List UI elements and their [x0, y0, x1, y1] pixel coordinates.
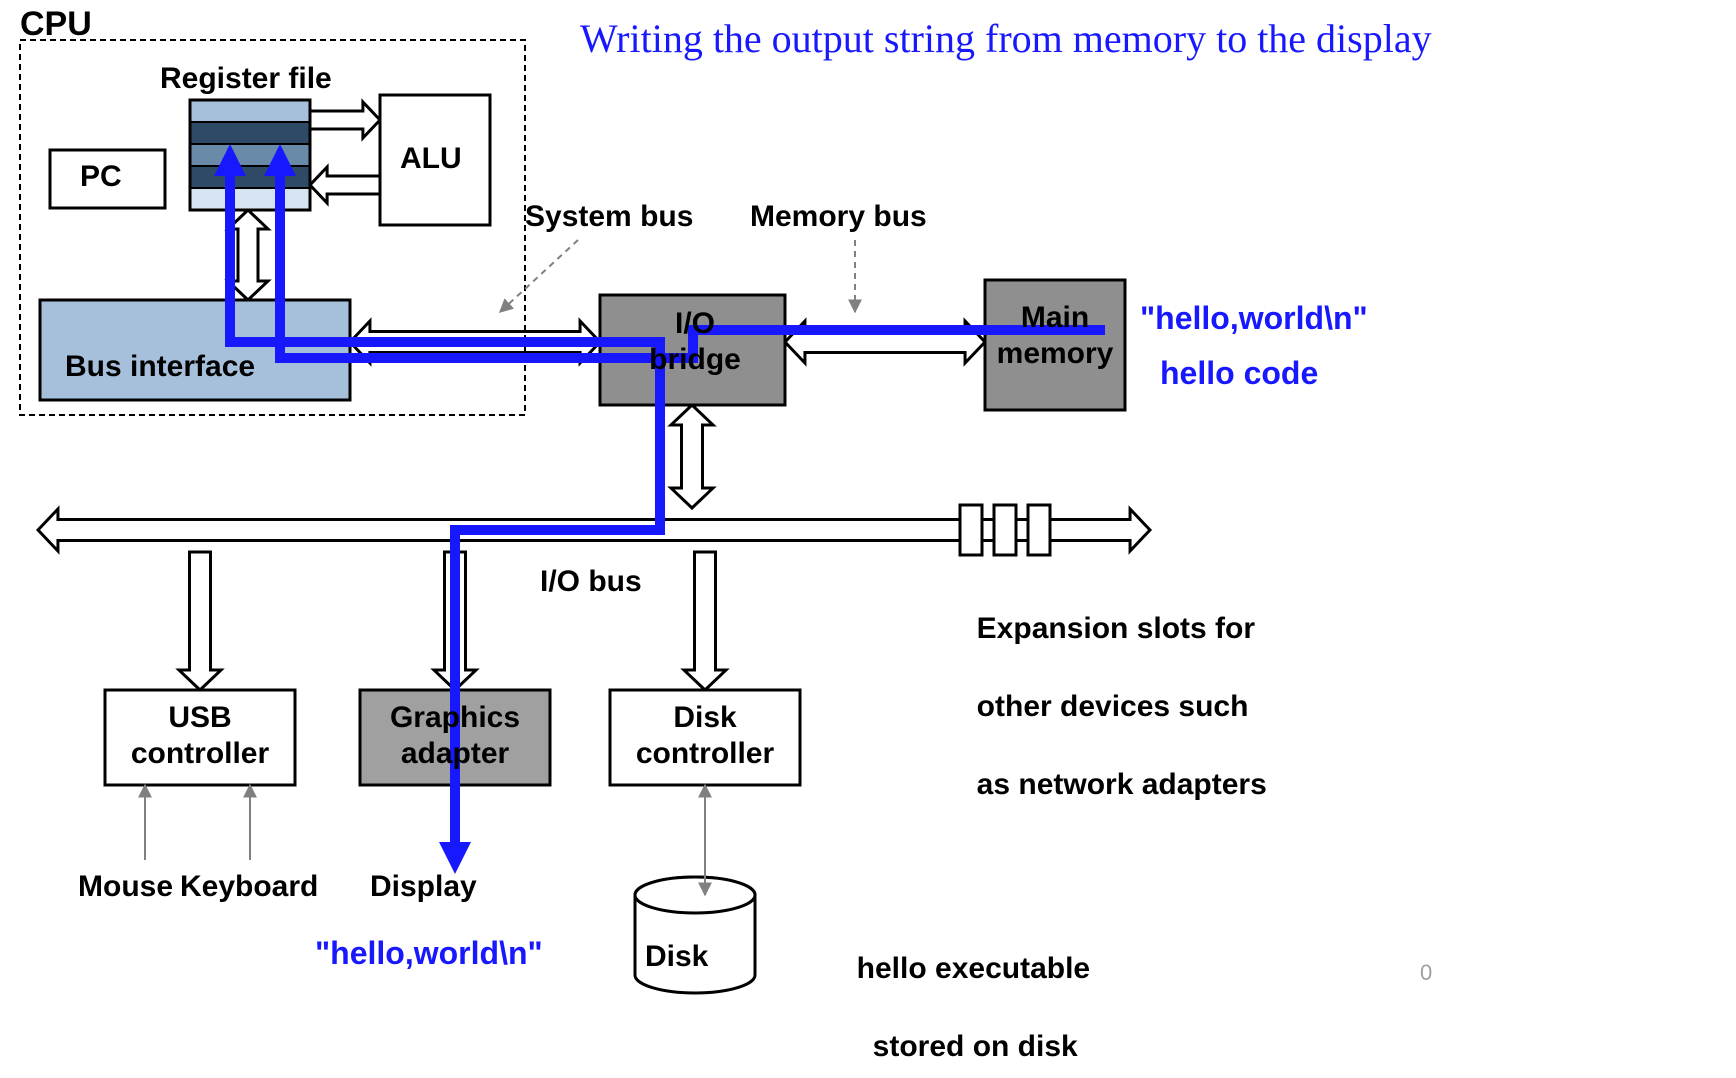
- memory-helloworld-label: "hello,world\n": [1140, 300, 1368, 337]
- memory-hellocode-label: hello code: [1160, 355, 1318, 392]
- alu-label: ALU: [400, 142, 462, 176]
- memory-bus-label: Memory bus: [750, 200, 927, 234]
- keyboard-label: Keyboard: [180, 870, 318, 904]
- cpu-label: CPU: [20, 5, 92, 44]
- io-bus-label: I/O bus: [540, 565, 642, 599]
- mouse-label: Mouse: [78, 870, 173, 904]
- expansion-slots-label: Expansion slots for other devices such a…: [960, 570, 1267, 804]
- disk-controller-label: Diskcontroller: [620, 700, 790, 772]
- display-label: Display: [370, 870, 477, 904]
- bus-interface-label: Bus interface: [65, 350, 255, 384]
- register-file-label: Register file: [160, 62, 332, 96]
- diagram-title: Writing the output string from memory to…: [580, 15, 1432, 62]
- disk-label: Disk: [645, 940, 708, 974]
- io-bridge-label: I/Obridge: [640, 306, 750, 378]
- usb-controller-label: USBcontroller: [115, 700, 285, 772]
- system-bus-label: System bus: [525, 200, 693, 234]
- page-number: 0: [1420, 960, 1432, 986]
- graphics-adapter-label: Graphicsadapter: [370, 700, 540, 772]
- hello-exec-label: hello executable stored on disk: [840, 910, 1090, 1066]
- display-helloworld-label: "hello,world\n": [315, 935, 543, 972]
- pc-label: PC: [80, 160, 122, 194]
- main-memory-label: Mainmemory: [995, 300, 1115, 372]
